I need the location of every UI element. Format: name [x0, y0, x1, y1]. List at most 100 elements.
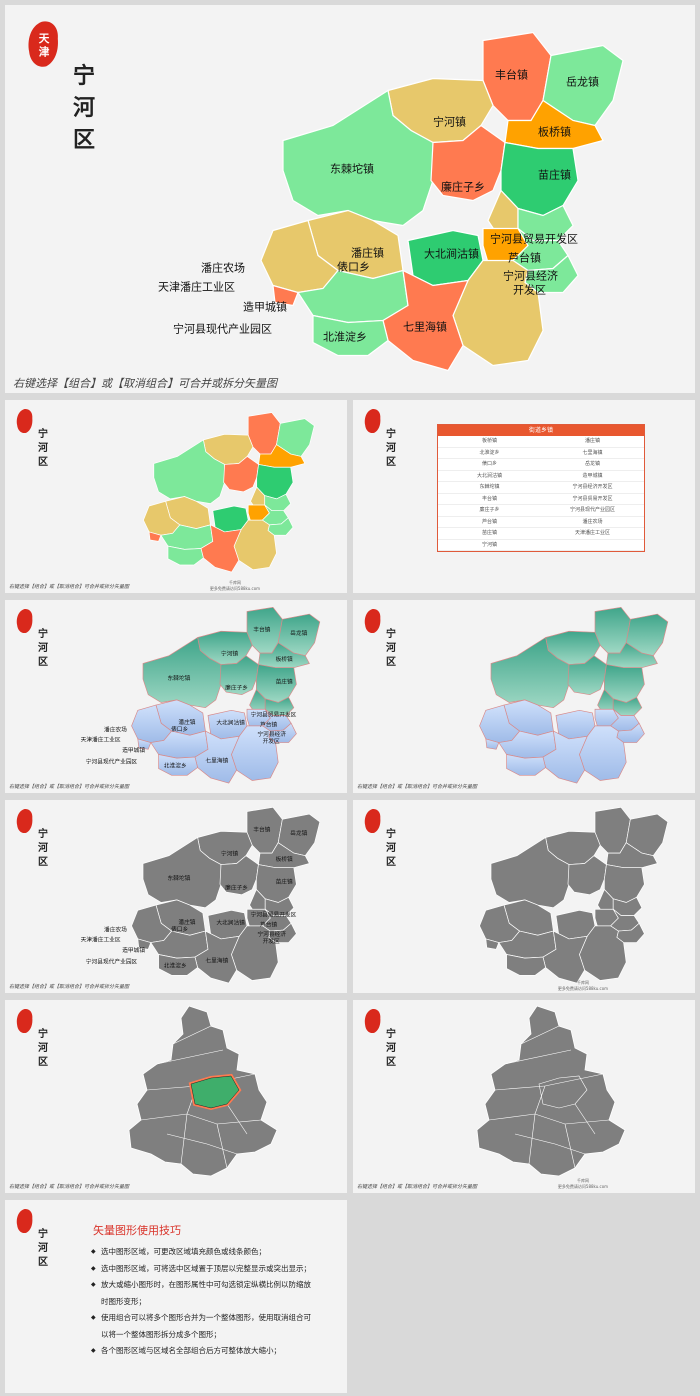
label-dabeijiangu: 大北涧沽镇: [216, 718, 245, 726]
district-title: 宁河区: [38, 1028, 48, 1070]
slide-gray-plain[interactable]: 宁河区 千库网 更多免费请访问588ku.com: [353, 800, 695, 993]
slide-gradient-plain[interactable]: 宁河区 右键选择【组合】或【取消组合】可合并或拆分矢量图: [353, 600, 695, 793]
label-dongjituo: 东棘坨镇: [167, 874, 190, 882]
title-char: 河: [38, 1243, 48, 1254]
tip-item: 选中图形区域，可更改区域填充颜色或线条颜色；: [91, 1244, 311, 1261]
table-cell: 天津潘庄工业区: [541, 528, 644, 540]
hint-text: 右键选择【组合】或【取消组合】可合并或拆分矢量图: [357, 784, 478, 790]
title-char: 宁: [38, 429, 48, 440]
title-char: 区: [38, 1057, 48, 1068]
title-char: 区: [38, 457, 48, 468]
label-panzhuang: 潘庄镇: [178, 718, 195, 726]
label-ninghe: 宁河镇: [433, 115, 466, 129]
title-char: 河: [38, 643, 48, 654]
hint-text: 右键选择【组合】或【取消组合】可合并或拆分矢量图: [357, 1184, 478, 1190]
district-title: 宁河区: [386, 628, 396, 670]
tianjin-map[interactable]: [127, 1004, 287, 1184]
label-panzhuang-industrial: 天津潘庄工业区: [81, 736, 121, 744]
label-zaojiacheng: 造甲城镇: [122, 946, 145, 954]
site-credit: 千库网 更多免费请访问588ku.com: [205, 580, 265, 592]
tips-title: 矢量图形使用技巧: [93, 1224, 181, 1237]
title-char: 河: [386, 843, 396, 854]
title-char: 宁: [38, 1229, 48, 1240]
tianjin-seal: [364, 809, 381, 834]
ninghe-color-map-small[interactable]: [83, 406, 319, 580]
title-char: 宁: [386, 829, 396, 840]
label-miaozhuang: 苗庄镇: [538, 168, 571, 182]
label-econ-zone-2: 开发区: [513, 283, 546, 297]
table-cell: 大北涧沽镇: [438, 471, 541, 482]
table-cell: 宁河镇: [438, 540, 541, 551]
label-modern-industry: 宁河县现代产业园区: [173, 322, 272, 336]
label-ninghe: 宁河镇: [221, 850, 238, 858]
table-cell: 北淮淀乡: [438, 448, 541, 459]
ninghe-gray-map-plain[interactable]: [413, 806, 673, 986]
title-char: 区: [38, 1257, 48, 1268]
tianjin-map-plain[interactable]: [475, 1004, 635, 1184]
slide-main[interactable]: 天 津 宁 河 区 丰台镇 岳龙镇 宁河镇 板桥镇 东棘坨镇: [5, 5, 695, 393]
label-qilihai: 七里海镇: [205, 756, 228, 764]
table-cell: 岳龙镇: [541, 459, 644, 471]
title-char: 区: [386, 657, 396, 668]
district-title: 宁河区: [38, 828, 48, 870]
table-cell: 潘庄镇: [541, 436, 644, 448]
ninghe-color-map[interactable]: 丰台镇 岳龙镇 宁河镇 板桥镇 东棘坨镇 廉庄子乡 苗庄镇 宁河县贸易开发区 潘…: [133, 19, 633, 387]
site-name: 千库网: [229, 580, 241, 585]
site-url: 更多免费请访问588ku.com: [557, 1184, 609, 1189]
title-char: 区: [386, 857, 396, 868]
label-panzhuang-industrial: 天津潘庄工业区: [158, 280, 235, 294]
label-lianzhuangzi: 廉庄子乡: [441, 180, 485, 194]
ninghe-gray-map[interactable]: 丰台镇 岳龙镇 宁河镇 板桥镇 东棘坨镇 廉庄子乡 苗庄镇 宁河县贸易开发区 潘…: [65, 806, 325, 986]
hint-text: 右键选择【组合】或【取消组合】可合并或拆分矢量图: [9, 984, 130, 990]
table-cell: 宁河县现代产业园区: [541, 505, 644, 517]
hint-text: 右键选择【组合】或【取消组合】可合并或拆分矢量图: [13, 377, 277, 390]
label-econ-zone-2: 开发区: [263, 937, 280, 945]
label-zaojiacheng: 造甲城镇: [243, 300, 287, 314]
slide-tips[interactable]: 宁河区 矢量图形使用技巧 选中图形区域，可更改区域填充颜色或线条颜色；选中图形区…: [5, 1200, 347, 1393]
label-lutai: 芦台镇: [260, 720, 277, 728]
ninghe-gradient-map[interactable]: 丰台镇 岳龙镇 宁河镇 板桥镇 东棘坨镇 廉庄子乡 苗庄镇 宁河县贸易开发区 潘…: [65, 606, 325, 786]
tianjin-seal: [364, 409, 381, 434]
label-econ-zone-1: 宁河县经济: [257, 930, 286, 938]
title-char: 宁: [38, 1029, 48, 1040]
tip-item: 各个图形区域与区域名全部组合后方可整体放大缩小；: [91, 1343, 311, 1360]
hint-text: 右键选择【组合】或【取消组合】可合并或拆分矢量图: [9, 1184, 130, 1190]
table-cell: 苗庄镇: [438, 528, 541, 540]
label-panzhuang-industrial: 天津潘庄工业区: [81, 936, 121, 944]
slide-gray-labels[interactable]: 宁河区 丰台镇 岳龙镇 宁河镇 板桥镇 东棘坨镇 廉庄子乡 苗庄镇 宁河县贸易开…: [5, 800, 347, 993]
table-cell: 东棘坨镇: [438, 482, 541, 494]
tianjin-seal: [364, 609, 381, 634]
label-banqiao: 板桥镇: [538, 125, 571, 139]
table-body: 板桥镇 潘庄镇 北淮淀乡 七里海镇 俵口乡 岳龙镇 大北涧沽镇 造甲城镇 东棘坨镇 宁河县经济开发…: [438, 436, 644, 551]
district-title: 宁河区: [38, 628, 48, 670]
tianjin-seal: 天 津: [28, 21, 58, 67]
label-panzhuang-farm: 潘庄农场: [201, 261, 245, 275]
hint-text: 右键选择【组合】或【取消组合】可合并或拆分矢量图: [9, 784, 130, 790]
tip-item: 使用组合可以将多个图形合并为一个整体图形，使用取消组合可以将一个整体图形拆分成多…: [91, 1310, 311, 1343]
title-char: 河: [386, 643, 396, 654]
title-char: 河: [38, 843, 48, 854]
ninghe-gradient-map-plain[interactable]: [413, 606, 673, 786]
slide-tianjin-plain[interactable]: 宁河区 右键选择【组合】或【取消组合】可合并或拆分矢量图 千库网 更多免费请访问…: [353, 1000, 695, 1193]
title-char: 区: [386, 457, 396, 468]
table-header: 街道乡镇: [438, 425, 644, 436]
label-beihuaidian: 北淮淀乡: [323, 330, 367, 344]
tianjin-seal: [16, 1209, 33, 1234]
tip-item: 放大或缩小图形时，在图形属性中可勾选锁定纵横比例以防缩放时图形变形；: [91, 1277, 311, 1310]
label-trade-zone: 宁河县贸易开发区: [490, 232, 578, 246]
slide-tianjin-highlight[interactable]: 宁河区 右键选择【组合】或【取消组合】可合并或拆分矢量图: [5, 1000, 347, 1193]
label-dabeijiangu: 大北涧沽镇: [424, 247, 479, 261]
title-char: 宁: [386, 1029, 396, 1040]
slide-gradient-labels[interactable]: 宁河区 丰台镇 岳龙镇 宁河镇 板桥镇 东棘坨镇 廉庄子乡 苗庄镇 宁河县贸易开…: [5, 600, 347, 793]
label-econ-zone-1: 宁河县经济: [257, 730, 286, 738]
label-qikou: 俵口乡: [337, 261, 370, 274]
label-fengtai: 丰台镇: [253, 625, 270, 633]
label-yuelong: 岳龙镇: [290, 629, 307, 637]
site-credit: 千库网 更多免费请访问588ku.com: [553, 980, 613, 992]
title-char: 宁: [73, 63, 96, 89]
slide-color-small[interactable]: 宁河区 右键选择【组合】或【取消组合】可合并或拆分矢量图 千库网 更多免费请访问…: [5, 400, 347, 593]
title-char: 区: [73, 127, 96, 153]
label-panzhuang-farm: 潘庄农场: [104, 726, 127, 734]
slide-table[interactable]: 宁河区 街道乡镇 板桥镇 潘庄镇 北淮淀乡 七里海镇 俵口乡 岳龙镇 大北涧沽镇 造甲城镇 东棘…: [353, 400, 695, 593]
table-cell: 俵口乡: [438, 459, 541, 471]
